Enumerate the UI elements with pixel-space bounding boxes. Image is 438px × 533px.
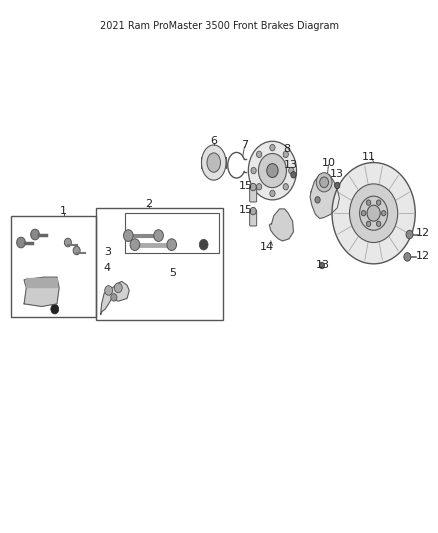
Circle shape: [404, 253, 411, 261]
Ellipse shape: [201, 145, 226, 180]
Circle shape: [366, 221, 371, 227]
Circle shape: [124, 230, 133, 241]
Polygon shape: [26, 278, 57, 287]
Circle shape: [361, 211, 366, 216]
Text: 4: 4: [104, 263, 111, 273]
Text: 7: 7: [241, 140, 248, 150]
Text: 12: 12: [416, 251, 430, 261]
Circle shape: [270, 190, 275, 197]
Text: 3: 3: [104, 247, 111, 257]
Bar: [11, 216, 96, 317]
Circle shape: [267, 164, 278, 177]
Circle shape: [360, 196, 388, 230]
Text: 10: 10: [321, 158, 336, 167]
Circle shape: [31, 229, 39, 240]
Polygon shape: [310, 173, 339, 219]
Text: 2: 2: [145, 199, 152, 208]
Circle shape: [270, 144, 275, 151]
Circle shape: [381, 211, 386, 216]
Text: 5: 5: [170, 268, 177, 278]
Circle shape: [316, 173, 332, 192]
Polygon shape: [101, 281, 129, 314]
Circle shape: [289, 167, 294, 174]
Circle shape: [315, 197, 320, 203]
Circle shape: [258, 154, 286, 188]
Circle shape: [248, 141, 297, 200]
Circle shape: [251, 167, 256, 174]
Circle shape: [17, 237, 25, 248]
Circle shape: [257, 183, 262, 190]
Text: 13: 13: [316, 260, 330, 270]
Polygon shape: [269, 209, 293, 241]
Text: 11: 11: [362, 152, 376, 161]
Text: 14: 14: [260, 242, 274, 252]
Circle shape: [257, 151, 262, 158]
Bar: [125, 213, 219, 253]
Circle shape: [319, 262, 325, 269]
Text: 15: 15: [239, 181, 253, 191]
Circle shape: [406, 230, 413, 239]
Circle shape: [250, 183, 256, 191]
Bar: [96, 208, 223, 320]
Circle shape: [320, 177, 328, 188]
Circle shape: [51, 304, 59, 314]
Circle shape: [73, 246, 80, 255]
Circle shape: [64, 238, 71, 247]
Circle shape: [376, 221, 381, 227]
Circle shape: [199, 239, 208, 250]
Circle shape: [335, 182, 340, 189]
Text: 13: 13: [329, 169, 343, 179]
Circle shape: [167, 239, 177, 251]
Circle shape: [291, 172, 296, 178]
Text: 8: 8: [283, 144, 290, 154]
Circle shape: [376, 200, 381, 205]
Text: 6: 6: [210, 136, 217, 146]
FancyBboxPatch shape: [250, 186, 257, 202]
Circle shape: [114, 283, 122, 293]
Circle shape: [111, 294, 117, 301]
Circle shape: [366, 200, 371, 205]
Circle shape: [250, 207, 256, 215]
Circle shape: [367, 205, 380, 221]
Circle shape: [350, 184, 398, 243]
Ellipse shape: [207, 153, 220, 172]
Circle shape: [130, 239, 140, 251]
Text: 15: 15: [239, 205, 253, 215]
Circle shape: [283, 183, 288, 190]
Text: 13: 13: [284, 160, 298, 169]
FancyBboxPatch shape: [250, 210, 257, 226]
Polygon shape: [24, 277, 59, 306]
Text: 2021 Ram ProMaster 3500 Front Brakes Diagram: 2021 Ram ProMaster 3500 Front Brakes Dia…: [99, 21, 339, 31]
Text: 1: 1: [60, 206, 67, 215]
Circle shape: [154, 230, 163, 241]
Text: 12: 12: [416, 228, 430, 238]
Circle shape: [105, 286, 113, 295]
Circle shape: [283, 151, 288, 158]
Circle shape: [332, 163, 415, 264]
